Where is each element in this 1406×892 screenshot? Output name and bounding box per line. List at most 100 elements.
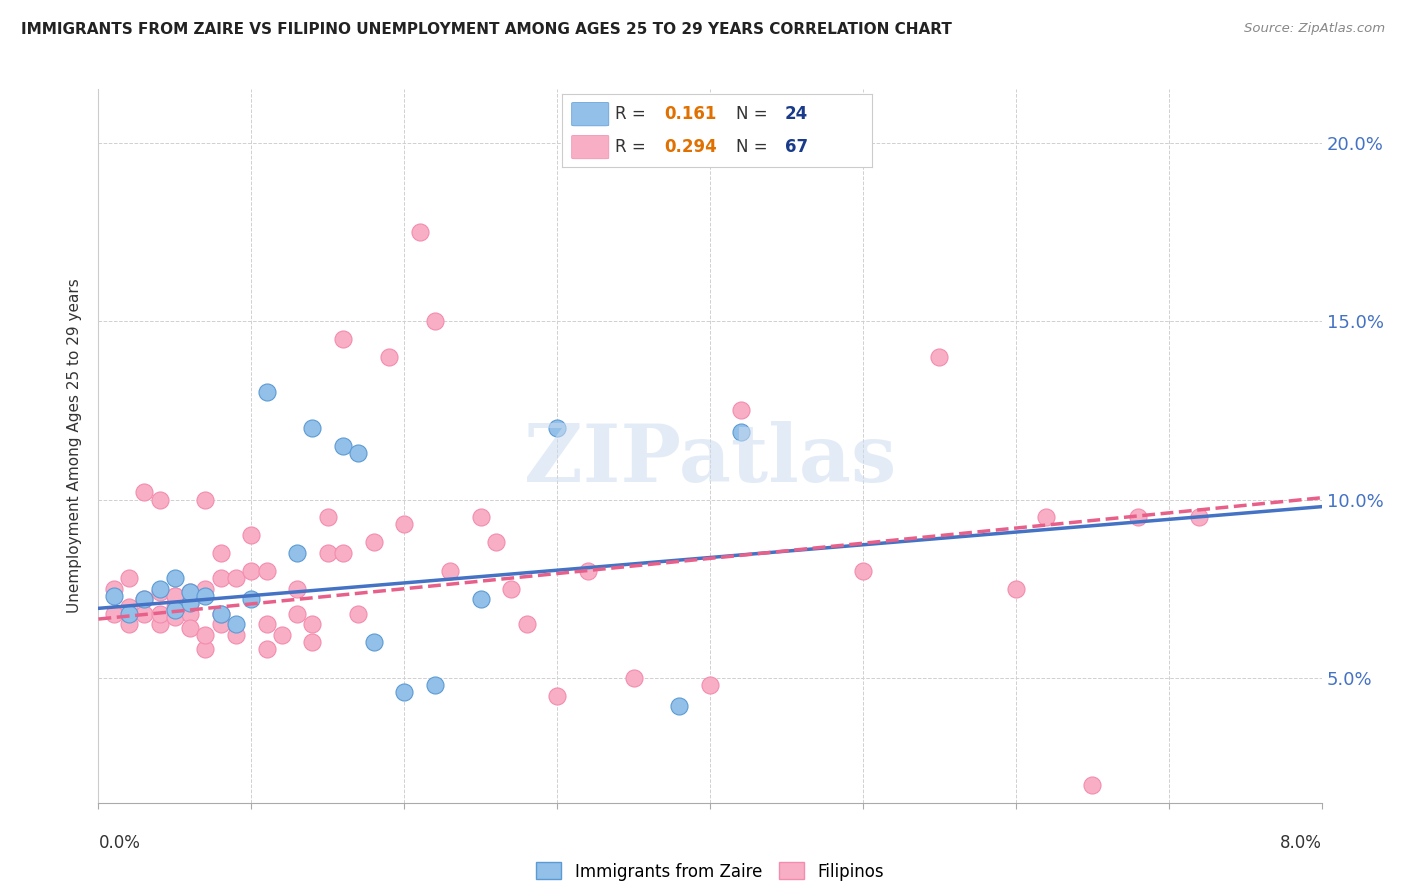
- Point: [103, 607, 125, 621]
- Y-axis label: Unemployment Among Ages 25 to 29 years: Unemployment Among Ages 25 to 29 years: [67, 278, 83, 614]
- Point: [270, 628, 294, 642]
- Point: [852, 564, 875, 578]
- Point: [163, 599, 186, 614]
- Point: [516, 617, 538, 632]
- Point: [285, 607, 308, 621]
- Point: [256, 642, 278, 657]
- Point: [1188, 510, 1211, 524]
- Point: [363, 635, 385, 649]
- Point: [225, 617, 247, 632]
- Point: [240, 592, 263, 607]
- Point: [256, 617, 278, 632]
- Point: [378, 350, 401, 364]
- Point: [134, 607, 156, 621]
- Text: N =: N =: [735, 105, 768, 123]
- Point: [699, 678, 721, 692]
- Point: [501, 582, 523, 596]
- Text: IMMIGRANTS FROM ZAIRE VS FILIPINO UNEMPLOYMENT AMONG AGES 25 TO 29 YEARS CORRELA: IMMIGRANTS FROM ZAIRE VS FILIPINO UNEMPL…: [21, 22, 952, 37]
- Point: [209, 617, 232, 632]
- Point: [301, 421, 323, 435]
- Text: 8.0%: 8.0%: [1279, 834, 1322, 852]
- Point: [163, 571, 186, 585]
- Text: 67: 67: [785, 138, 808, 156]
- Point: [1128, 510, 1150, 524]
- Legend: Immigrants from Zaire, Filipinos: Immigrants from Zaire, Filipinos: [530, 855, 890, 888]
- Point: [546, 421, 568, 435]
- Point: [256, 564, 278, 578]
- Point: [209, 607, 232, 621]
- Point: [209, 546, 232, 560]
- Point: [134, 592, 156, 607]
- Point: [546, 689, 568, 703]
- Point: [118, 571, 141, 585]
- FancyBboxPatch shape: [572, 103, 609, 126]
- Point: [392, 685, 416, 699]
- Point: [301, 635, 323, 649]
- Point: [240, 564, 263, 578]
- Point: [179, 621, 201, 635]
- Point: [194, 582, 217, 596]
- Point: [149, 617, 172, 632]
- Point: [118, 599, 141, 614]
- Point: [179, 585, 201, 599]
- Text: Source: ZipAtlas.com: Source: ZipAtlas.com: [1244, 22, 1385, 36]
- Point: [730, 403, 752, 417]
- Point: [408, 225, 430, 239]
- Text: 0.161: 0.161: [665, 105, 717, 123]
- Point: [392, 517, 416, 532]
- Point: [363, 535, 385, 549]
- Point: [163, 610, 186, 624]
- Text: R =: R =: [614, 105, 645, 123]
- Point: [149, 492, 172, 507]
- Point: [163, 603, 186, 617]
- Point: [163, 589, 186, 603]
- Text: ZIPatlas: ZIPatlas: [524, 421, 896, 500]
- Point: [118, 607, 141, 621]
- Point: [225, 628, 247, 642]
- Point: [179, 607, 201, 621]
- Point: [209, 571, 232, 585]
- Point: [256, 385, 278, 400]
- Point: [439, 564, 461, 578]
- Point: [423, 678, 446, 692]
- Text: N =: N =: [735, 138, 768, 156]
- Point: [134, 485, 156, 500]
- FancyBboxPatch shape: [572, 136, 609, 159]
- Point: [332, 439, 354, 453]
- Point: [730, 425, 752, 439]
- Point: [301, 617, 323, 632]
- Point: [332, 546, 354, 560]
- Point: [316, 510, 339, 524]
- Point: [149, 607, 172, 621]
- Point: [347, 446, 370, 460]
- Point: [149, 585, 172, 599]
- Text: R =: R =: [614, 138, 645, 156]
- Point: [194, 589, 217, 603]
- Point: [1004, 582, 1026, 596]
- Point: [928, 350, 950, 364]
- Point: [179, 585, 201, 599]
- Point: [576, 564, 599, 578]
- Point: [470, 510, 492, 524]
- Point: [485, 535, 508, 549]
- Point: [668, 699, 690, 714]
- Point: [285, 546, 308, 560]
- Text: 24: 24: [785, 105, 808, 123]
- Point: [134, 592, 156, 607]
- Text: 0.294: 0.294: [665, 138, 717, 156]
- Point: [1035, 510, 1057, 524]
- Point: [347, 607, 370, 621]
- Point: [285, 582, 308, 596]
- Point: [623, 671, 645, 685]
- Point: [240, 528, 263, 542]
- Point: [209, 607, 232, 621]
- Point: [316, 546, 339, 560]
- Text: 0.0%: 0.0%: [98, 834, 141, 852]
- Point: [179, 596, 201, 610]
- Point: [118, 617, 141, 632]
- Point: [103, 589, 125, 603]
- Point: [1081, 778, 1104, 792]
- Point: [103, 582, 125, 596]
- Point: [194, 642, 217, 657]
- Point: [194, 628, 217, 642]
